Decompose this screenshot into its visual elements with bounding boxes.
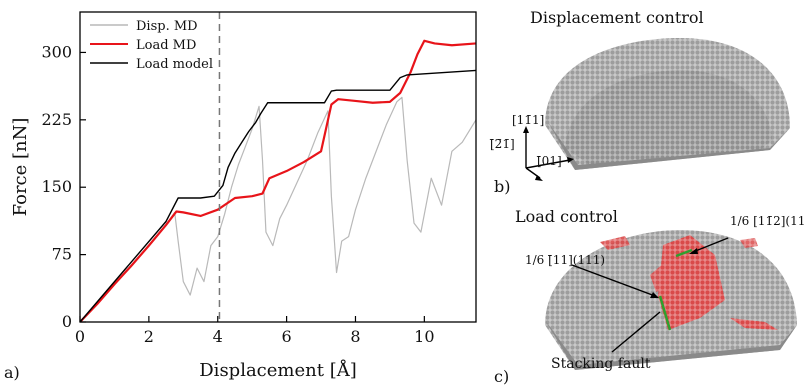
legend-label-load-md: Load MD (136, 38, 196, 53)
annotation-partial-211: 1/6 [̄11](111) (525, 253, 605, 267)
y-tick-label: 150 (41, 177, 72, 196)
x-tick-label: 0 (75, 327, 85, 346)
panel-c-title: Load control (515, 207, 618, 226)
stacking-fault-region (600, 235, 778, 331)
x-axis-label: Displacement [Å] (199, 359, 356, 381)
x-tick-label: 10 (414, 327, 434, 346)
annotation-arrows (571, 237, 729, 353)
axis-label-1-0-1: [̄01] (537, 154, 562, 168)
y-axis-label: Force [nN] (10, 118, 31, 217)
annotation-stacking-fault: Stacking fault (551, 356, 651, 372)
panel-c: Load control 1/6 [11̄2](111) 1/6 [̄11](1… (494, 207, 806, 386)
x-tick-label: 6 (282, 327, 292, 346)
panel-label-c: c) (494, 367, 509, 386)
y-tick-label: 300 (41, 42, 72, 61)
panel-b: Displacement control [11̄1] [̄2̄1̄] [̄01… (490, 8, 790, 196)
x-tick-label: 2 (144, 327, 154, 346)
panel-b-title: Displacement control (530, 8, 704, 27)
atom-hemisphere-b (545, 38, 790, 170)
axis-label-1-1-1: [11̄1] (512, 113, 544, 127)
series-line-load-md (80, 39, 476, 322)
panel-label-b: b) (494, 177, 510, 196)
panel-label-a: a) (4, 363, 20, 382)
legend-label-load-model: Load model (136, 57, 213, 72)
plot-frame (79, 11, 477, 323)
y-tick-label: 75 (52, 245, 72, 264)
crystal-axes: [11̄1] [̄2̄1̄] [̄01] (490, 113, 574, 181)
legend-label-disp-md: Disp. MD (136, 19, 198, 34)
x-tick-label: 4 (213, 327, 223, 346)
x-tick-label: 8 (350, 327, 360, 346)
annotation-partial-112: 1/6 [11̄2](111) (730, 214, 806, 228)
axis-label-1-2-1: [̄2̄1̄] (490, 137, 515, 151)
series-line-disp-md (80, 96, 476, 322)
legend: Disp. MD Load MD Load model (90, 19, 213, 72)
y-tick-label: 0 (62, 312, 72, 331)
force-displacement-chart: 0 2 4 6 8 10 0 75 150 225 300 Disp. MD Load MD Loa… (4, 11, 477, 382)
y-tick-label: 225 (41, 110, 72, 129)
series-line-load-model (80, 69, 476, 322)
